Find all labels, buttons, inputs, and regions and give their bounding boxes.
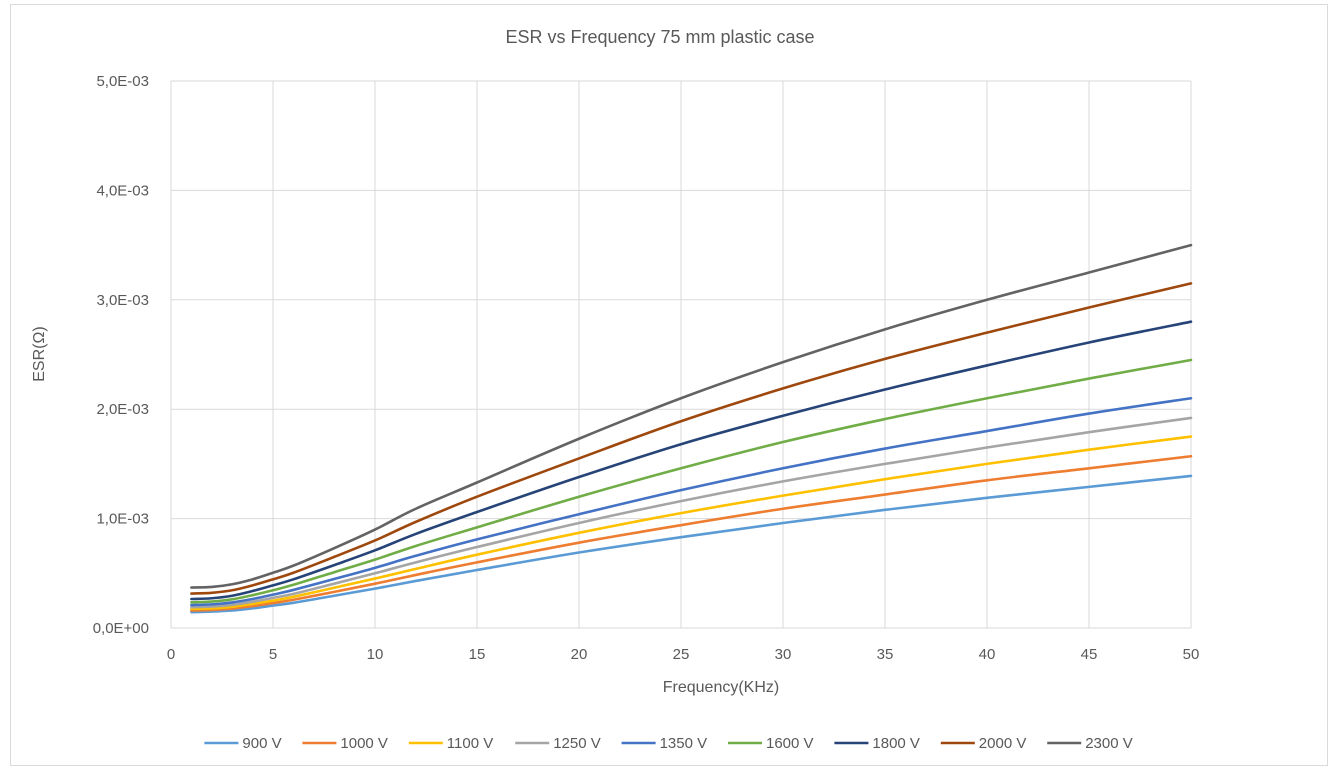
series-line-1 [190,474,1193,614]
x-tick-label: 45 [1081,646,1098,663]
legend-label-1: 900 V [242,735,281,752]
y-axis-ticks: 0,0E+00 1,0E-03 2,0E-03 3,0E-03 4,0E-03 5,0E-… [93,73,149,637]
series-line-9 [190,243,1193,589]
legend-label-3: 1100 V [447,735,493,752]
series-line-4 [190,416,1193,609]
y-tick-label: 1,0E-03 [96,511,149,528]
y-tick-label: 4,0E-03 [96,182,149,199]
x-tick-label: 50 [1183,646,1200,663]
series-line-3 [190,435,1193,611]
x-tick-label: 5 [269,646,277,663]
legend-label-4: 1250 V [553,735,601,752]
x-axis-title: Frequency(KHz) [663,679,779,696]
y-tick-label: 3,0E-03 [96,292,149,309]
x-tick-label: 30 [775,646,792,663]
x-axis-ticks: 0 5 10 15 20 25 30 35 40 45 50 [167,646,1200,663]
x-tick-label: 25 [673,646,690,663]
chart-frame [10,4,1328,766]
x-tick-label: 15 [469,646,486,663]
legend-label-9: 2300 V [1085,735,1133,752]
legend-label-7: 1800 V [872,735,920,752]
x-tick-label: 20 [571,646,588,663]
chart-title: ESR vs Frequency 75 mm plastic case [505,27,814,47]
x-tick-label: 10 [367,646,384,663]
x-tick-label: 0 [167,646,175,663]
x-tick-label: 40 [979,646,996,663]
series-line-2 [190,454,1193,612]
series-line-5 [190,396,1193,607]
y-tick-label: 2,0E-03 [96,401,149,418]
x-tick-label: 35 [877,646,894,663]
y-tick-label: 0,0E+00 [93,620,149,637]
legend-label-2: 1000 V [340,735,388,752]
legend-label-6: 1600 V [766,735,814,752]
series-line-8 [190,282,1193,595]
series-line-6 [190,358,1193,604]
legend-label-8: 2000 V [979,735,1027,752]
series-lines [190,243,1193,614]
legend-label-5: 1350 V [660,735,708,752]
y-axis-title: ESR(Ω) [31,326,48,382]
legend: 900 V 1000 V 1100 V 1250 V 1350 V 1600 V 1800 … [204,735,1133,752]
series-line-7 [190,320,1193,601]
y-tick-label: 5,0E-03 [96,73,149,90]
